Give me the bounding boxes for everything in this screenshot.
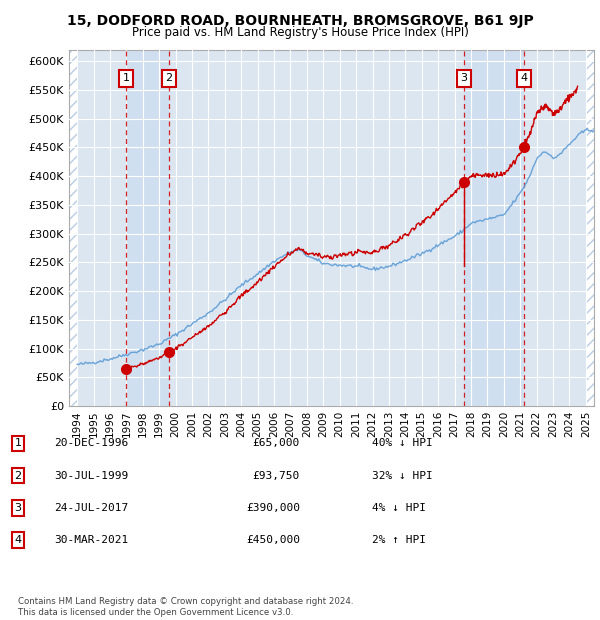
Text: £450,000: £450,000	[246, 535, 300, 545]
Text: 32% ↓ HPI: 32% ↓ HPI	[372, 471, 433, 480]
Text: 4: 4	[14, 535, 22, 545]
Bar	[464, 50, 524, 406]
Text: 2% ↑ HPI: 2% ↑ HPI	[372, 535, 426, 545]
Text: 2: 2	[165, 73, 172, 83]
Bar	[69, 50, 77, 406]
Text: 1: 1	[14, 438, 22, 448]
Text: £65,000: £65,000	[253, 438, 300, 448]
Text: 4% ↓ HPI: 4% ↓ HPI	[372, 503, 426, 513]
Text: £390,000: £390,000	[246, 503, 300, 513]
Text: 15, DODFORD ROAD, BOURNHEATH, BROMSGROVE, B61 9JP: 15, DODFORD ROAD, BOURNHEATH, BROMSGROVE…	[67, 14, 533, 28]
Text: 2: 2	[14, 471, 22, 480]
Text: 4: 4	[521, 73, 528, 83]
Text: 40% ↓ HPI: 40% ↓ HPI	[372, 438, 433, 448]
Text: Contains HM Land Registry data © Crown copyright and database right 2024.
This d: Contains HM Land Registry data © Crown c…	[18, 598, 353, 617]
Bar	[126, 50, 169, 406]
Text: 30-MAR-2021: 30-MAR-2021	[54, 535, 128, 545]
Text: Price paid vs. HM Land Registry's House Price Index (HPI): Price paid vs. HM Land Registry's House …	[131, 26, 469, 39]
Bar	[586, 50, 594, 406]
Text: 20-DEC-1996: 20-DEC-1996	[54, 438, 128, 448]
Text: 24-JUL-2017: 24-JUL-2017	[54, 503, 128, 513]
Text: 3: 3	[460, 73, 467, 83]
Text: £93,750: £93,750	[253, 471, 300, 480]
Text: 1: 1	[122, 73, 130, 83]
Text: 30-JUL-1999: 30-JUL-1999	[54, 471, 128, 480]
Text: 3: 3	[14, 503, 22, 513]
